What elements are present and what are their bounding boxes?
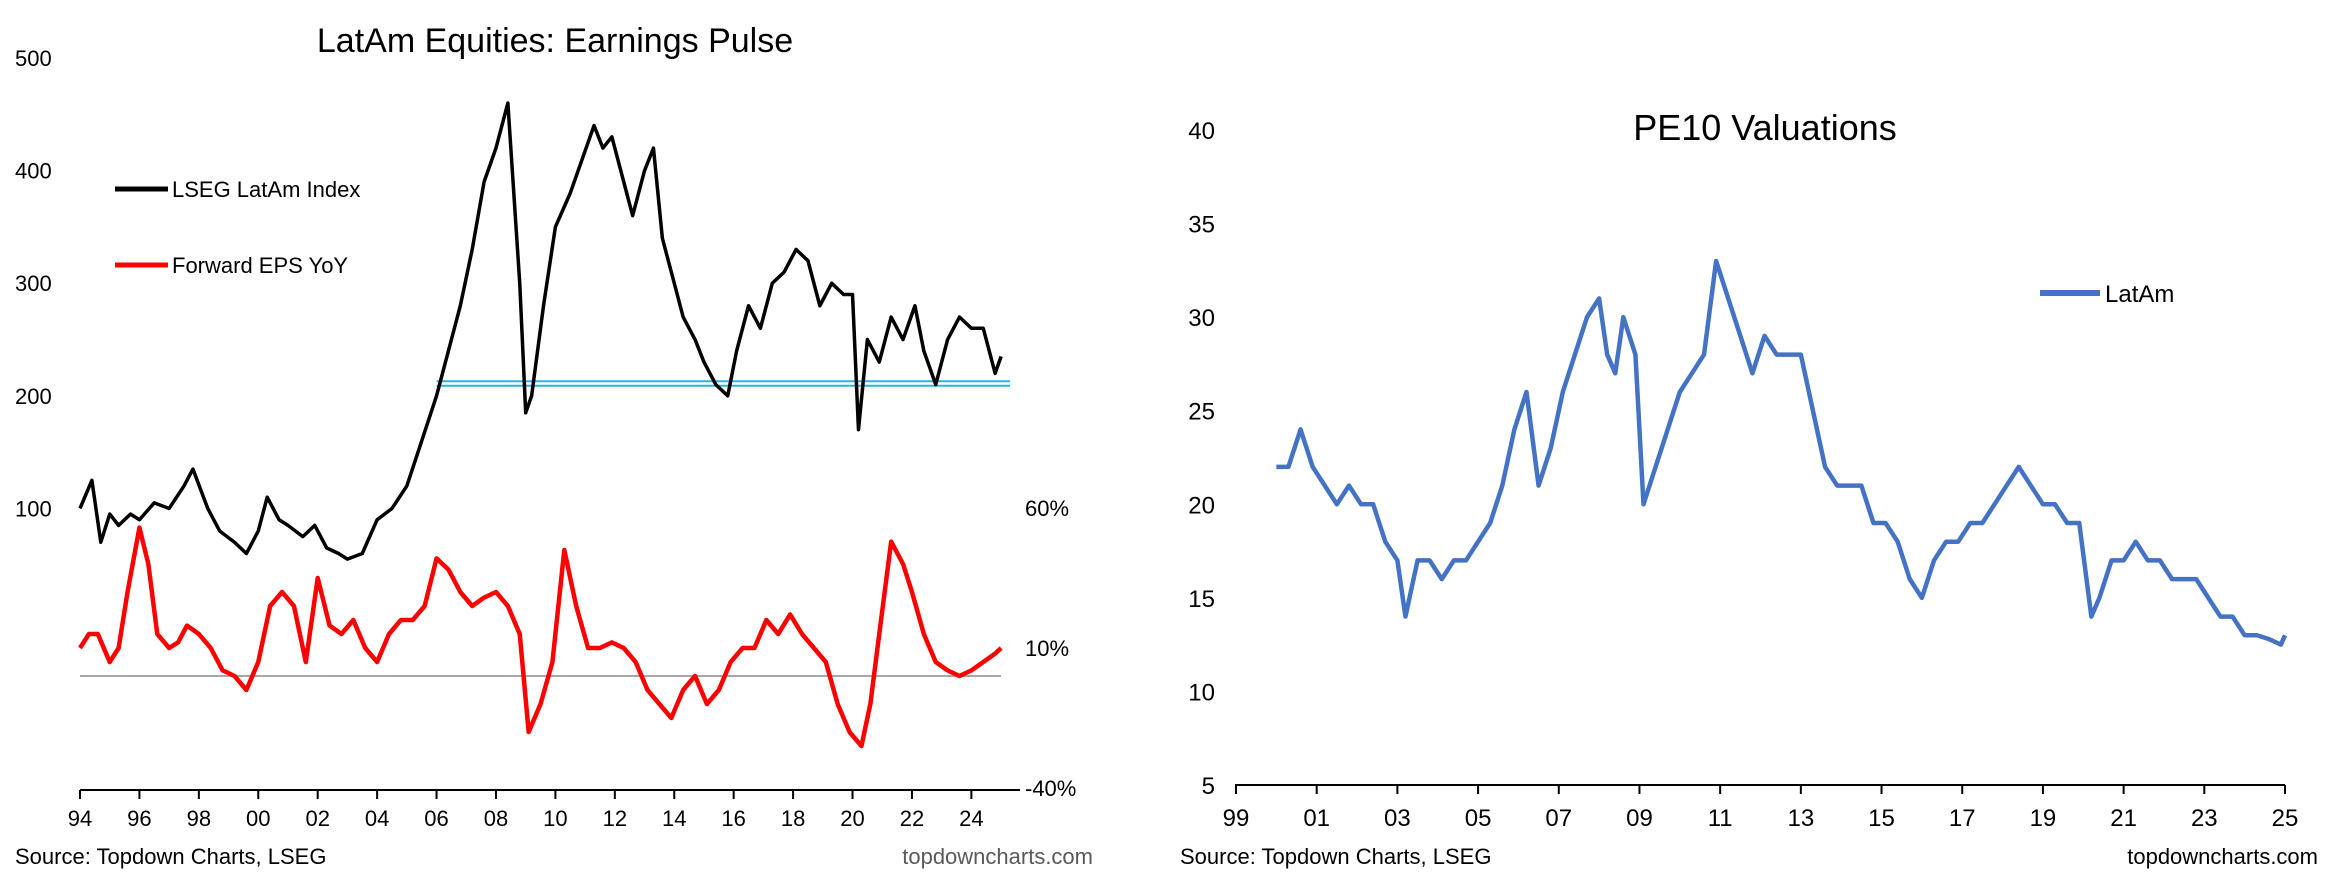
left-x-tick-label: 94 xyxy=(68,806,92,831)
left-x-tick-label: 08 xyxy=(484,806,508,831)
right-chart-title: PE10 Valuations xyxy=(1633,107,1897,148)
pe10-y-axis-ticks: 40 35 30 25 20 15 10 5 xyxy=(1188,118,1215,800)
pe10-x-axis-ticks: 99 01 03 05 07 09 11 13 15 17 19 21 23 25 xyxy=(1223,785,2299,832)
right-y-axis-ticks: 60% 10% -40% xyxy=(1025,496,1076,801)
pe10-y-tick-label: 30 xyxy=(1188,305,1215,332)
legend-label-index: LSEG LatAm Index xyxy=(172,177,360,202)
pe10-y-tick-label: 25 xyxy=(1188,399,1215,426)
pe10-x-tick-label: 19 xyxy=(2030,805,2057,832)
pe10-x-tick-label: 15 xyxy=(1868,805,1895,832)
earnings-pulse-chart: LatAm Equities: Earnings Pulse 500 400 300… xyxy=(15,22,1093,869)
left-y-axis-ticks: 500 400 300 200 100 xyxy=(15,46,52,521)
right-brand: topdowncharts.com xyxy=(2127,844,2318,869)
pe10-x-tick-label: 09 xyxy=(1626,805,1653,832)
series-forward-eps-line xyxy=(78,525,1003,749)
series-latam-index-line xyxy=(78,101,1003,561)
left-x-tick-label: 22 xyxy=(900,806,924,831)
pe10-x-tick-label: 07 xyxy=(1545,805,1572,832)
pe10-valuations-chart: PE10 Valuations 40 35 30 25 20 15 10 5 99 01 03 05… xyxy=(1180,107,2318,869)
right-y-tick-label: -40% xyxy=(1025,776,1076,801)
pe10-x-tick-label: 17 xyxy=(1949,805,1976,832)
pe10-x-tick-label: 23 xyxy=(2191,805,2218,832)
pe10-y-tick-label: 20 xyxy=(1188,492,1215,519)
left-brand: topdowncharts.com xyxy=(902,844,1093,869)
left-x-tick-label: 00 xyxy=(246,806,270,831)
left-y-tick-label: 100 xyxy=(15,496,52,521)
pe10-plot-lines xyxy=(1276,258,2288,647)
pe10-legend: LatAm xyxy=(2040,281,2174,308)
left-y-tick-label: 200 xyxy=(15,384,52,409)
left-x-tick-label: 02 xyxy=(305,806,329,831)
left-x-tick-label: 14 xyxy=(662,806,686,831)
left-x-tick-label: 98 xyxy=(187,806,211,831)
right-y-tick-label: 60% xyxy=(1025,496,1069,521)
pe10-x-tick-label: 25 xyxy=(2272,805,2299,832)
left-plot-lines xyxy=(78,101,1010,749)
left-y-tick-label: 300 xyxy=(15,271,52,296)
left-y-tick-label: 500 xyxy=(15,46,52,71)
pe10-x-tick-label: 21 xyxy=(2110,805,2137,832)
right-source: Source: Topdown Charts, LSEG xyxy=(1180,844,1491,869)
pe10-y-tick-label: 40 xyxy=(1188,118,1215,145)
series-latam-pe10-line xyxy=(1276,258,2288,647)
left-x-tick-label: 96 xyxy=(127,806,151,831)
left-x-tick-label: 12 xyxy=(603,806,627,831)
left-x-axis-ticks: 94 96 98 00 02 04 06 08 10 12 14 16 18 20 22 24 xyxy=(68,790,984,831)
pe10-x-tick-label: 11 xyxy=(1708,805,1733,832)
right-y-tick-label: 10% xyxy=(1025,636,1069,661)
pe10-y-tick-label: 10 xyxy=(1188,679,1215,706)
pe10-x-tick-label: 01 xyxy=(1303,805,1330,832)
legend-label-eps: Forward EPS YoY xyxy=(172,253,348,278)
pe10-y-tick-label: 5 xyxy=(1202,773,1215,800)
left-x-tick-label: 04 xyxy=(365,806,389,831)
left-x-tick-label: 10 xyxy=(543,806,567,831)
pe10-x-tick-label: 03 xyxy=(1384,805,1411,832)
left-x-tick-label: 20 xyxy=(840,806,864,831)
left-y-tick-label: 400 xyxy=(15,159,52,184)
left-legend: LSEG LatAm Index Forward EPS YoY xyxy=(115,177,360,278)
left-x-tick-label: 16 xyxy=(721,806,745,831)
pe10-x-tick-label: 13 xyxy=(1787,805,1814,832)
left-x-tick-label: 18 xyxy=(781,806,805,831)
pe10-x-tick-label: 05 xyxy=(1465,805,1492,832)
pe10-x-tick-label: 99 xyxy=(1223,805,1250,832)
left-x-tick-label: 06 xyxy=(424,806,448,831)
pe10-y-tick-label: 35 xyxy=(1188,212,1215,239)
left-x-tick-label: 24 xyxy=(959,806,983,831)
legend-label-latam: LatAm xyxy=(2105,281,2174,308)
pe10-y-tick-label: 15 xyxy=(1188,586,1215,613)
left-chart-title: LatAm Equities: Earnings Pulse xyxy=(317,22,793,60)
left-source: Source: Topdown Charts, LSEG xyxy=(15,844,326,869)
